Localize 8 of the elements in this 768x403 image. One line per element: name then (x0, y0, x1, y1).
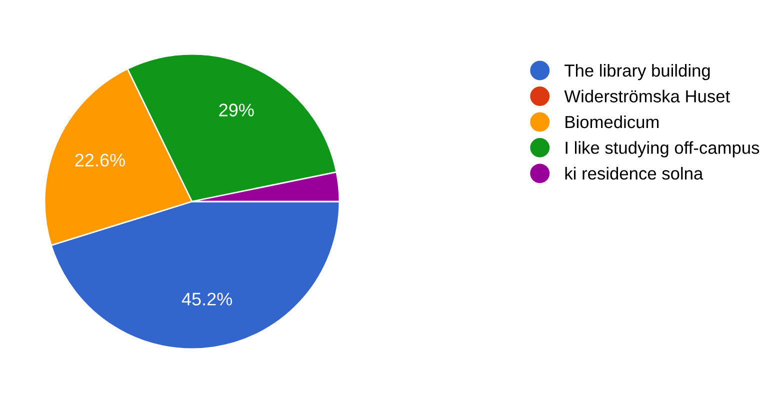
legend-label: Widerströmska Huset (564, 90, 730, 102)
data-label: 45.2% (182, 292, 232, 306)
data-label: 29% (219, 104, 254, 116)
legend-label: ki residence solna (565, 166, 704, 180)
legend-label: Biomedicum (566, 115, 659, 128)
data-label: 22.6% (75, 154, 125, 167)
legend-label: The library building (564, 64, 710, 80)
legend-label: I like studying off-campus (566, 141, 760, 158)
